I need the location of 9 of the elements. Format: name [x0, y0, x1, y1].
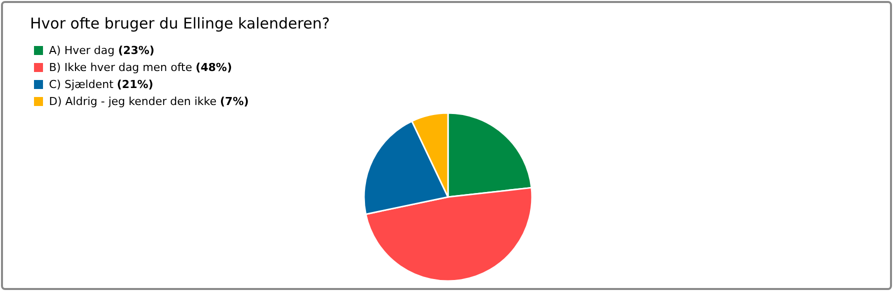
chart-title: Hvor ofte bruger du Ellinge kalenderen? — [30, 14, 330, 32]
data-label: (7%) — [220, 95, 249, 108]
data-label: (48%) — [196, 61, 232, 74]
data-label: (23%) — [118, 44, 154, 57]
legend-label: D) Aldrig - jeg kender den ikke — [49, 95, 220, 108]
legend-label: C) Sjældent — [49, 78, 117, 91]
data-label: (21%) — [116, 78, 154, 91]
legend-label: B) Ikke hver dag men ofte — [49, 61, 196, 74]
legend-label: A) Hver dag — [49, 44, 118, 57]
